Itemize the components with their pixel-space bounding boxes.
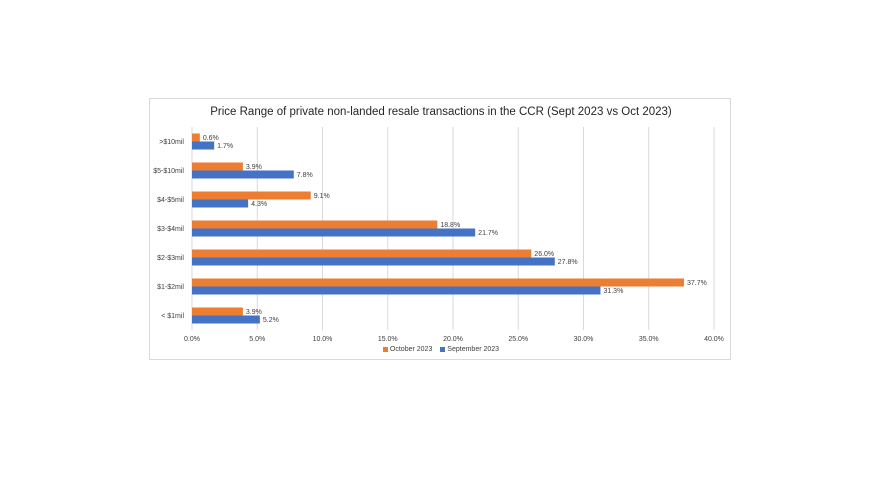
data-label: 9.1% <box>314 193 330 200</box>
data-label: 7.8% <box>297 172 313 179</box>
legend-swatch-september <box>440 346 446 352</box>
legend-label-october: October 2023 <box>389 346 433 353</box>
x-tick-label: 40.0% <box>704 336 724 343</box>
legend-item-october: October 2023 <box>382 346 433 353</box>
y-category-label: >$10mil <box>159 139 184 146</box>
y-category-label: < $1mil <box>161 313 184 320</box>
bar-october <box>192 249 532 258</box>
data-label: 27.8% <box>558 259 578 266</box>
chart-title: Price Range of private non-landed resale… <box>210 106 672 118</box>
x-tick-label: 20.0% <box>443 336 463 343</box>
bar-september <box>192 286 601 295</box>
chart-legend: October 2023 September 2023 <box>150 346 732 353</box>
chart-plot: 0.0% 5.0% 10.0% 15.0% 20.0% 25.0% 30.0% 35.0% 40… <box>153 127 724 343</box>
bar-october <box>192 220 438 229</box>
bar-september <box>192 170 294 179</box>
data-label: 26.0% <box>534 251 554 258</box>
bar-september <box>192 315 260 324</box>
x-tick-label: 35.0% <box>639 336 659 343</box>
bar-october <box>192 162 243 171</box>
x-tick-label: 25.0% <box>508 336 528 343</box>
y-category-label: $1-$2mil <box>157 284 184 291</box>
bar-october <box>192 278 684 287</box>
data-label: 3.9% <box>246 164 262 171</box>
data-label: 18.8% <box>440 222 460 229</box>
legend-label-september: September 2023 <box>447 346 500 353</box>
bar-september <box>192 257 555 266</box>
x-tick-label: 5.0% <box>249 336 265 343</box>
data-label: 5.2% <box>263 317 279 324</box>
chart-frame: Price Range of private non-landed resale… <box>149 98 731 360</box>
bar-october <box>192 307 243 316</box>
data-label: 31.3% <box>603 288 623 295</box>
data-label: 1.7% <box>217 143 233 150</box>
data-label: 4.3% <box>251 201 267 208</box>
x-tick-label: 10.0% <box>313 336 333 343</box>
data-label: 21.7% <box>478 230 498 237</box>
y-category-label: $4-$5mil <box>157 197 184 204</box>
bar-october <box>192 191 311 200</box>
x-tick-label: 15.0% <box>378 336 398 343</box>
y-category-label: $3-$4mil <box>157 226 184 233</box>
x-tick-label: 30.0% <box>574 336 594 343</box>
y-category-label: $5-$10mil <box>153 168 184 175</box>
bar-october <box>192 133 200 142</box>
y-category-label: $2-$3mil <box>157 255 184 262</box>
data-label: 37.7% <box>687 280 707 287</box>
bar-september <box>192 199 249 208</box>
legend-swatch-october <box>382 346 388 352</box>
data-label: 3.9% <box>246 309 262 316</box>
data-label: 0.6% <box>203 135 219 142</box>
x-tick-label: 0.0% <box>184 336 200 343</box>
bar-september <box>192 228 476 237</box>
legend-item-september: September 2023 <box>440 346 499 353</box>
bar-september <box>192 141 215 150</box>
